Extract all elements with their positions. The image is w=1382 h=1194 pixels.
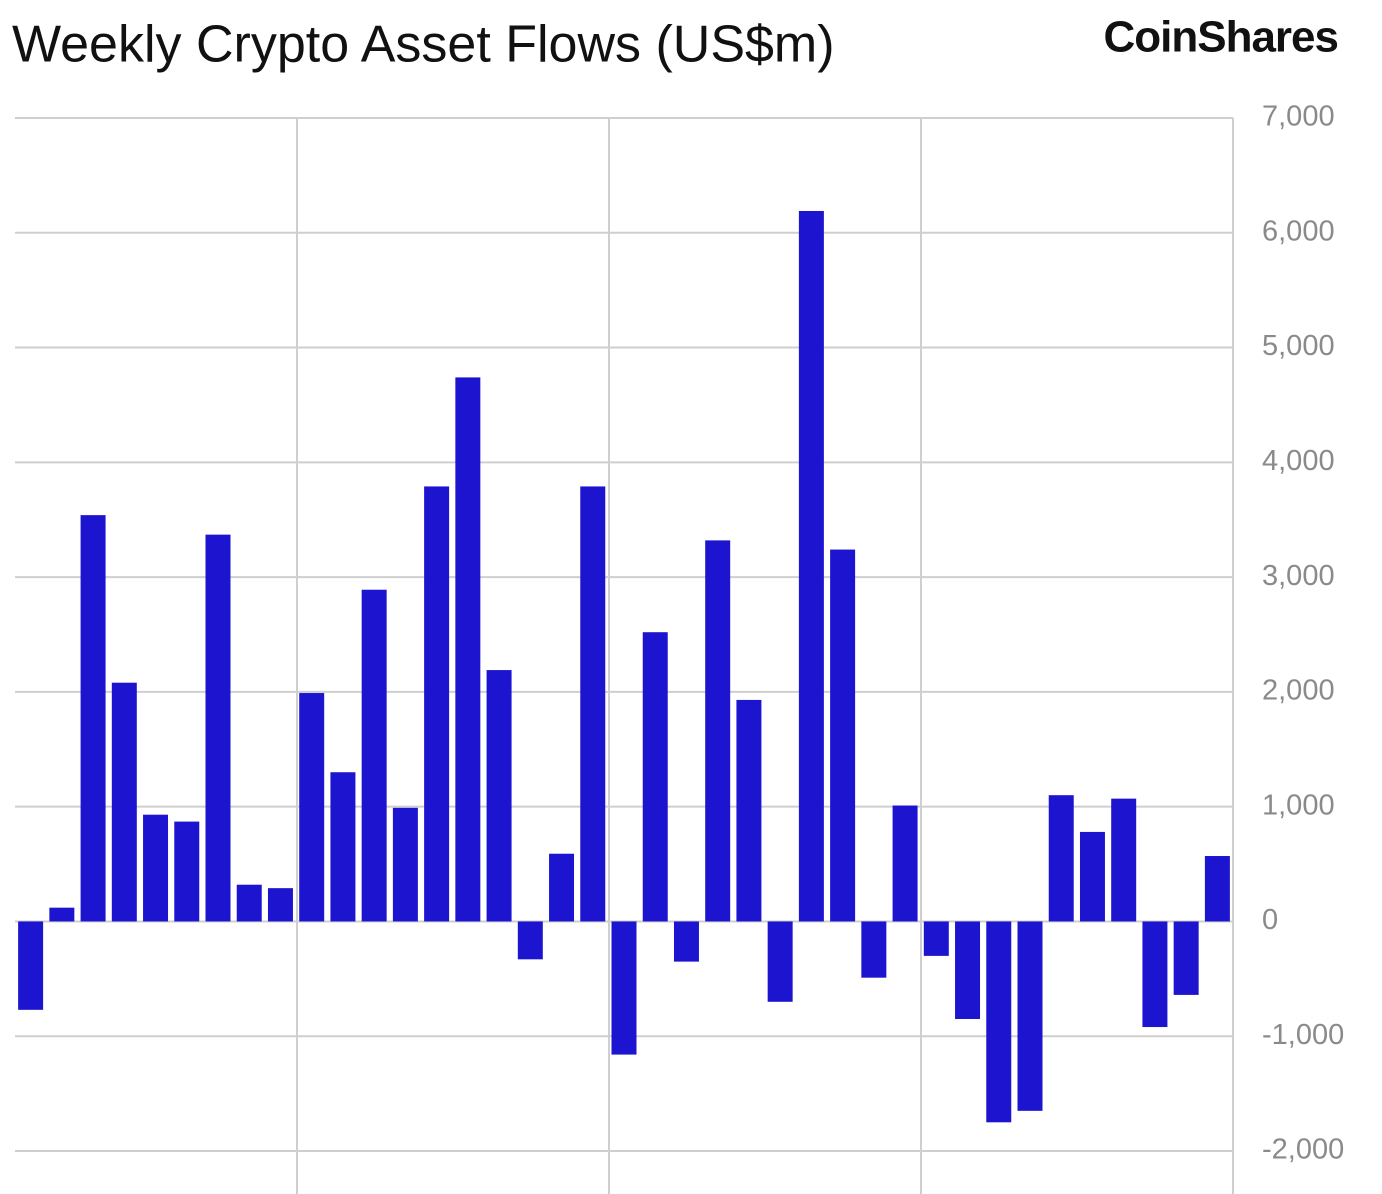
bar bbox=[580, 486, 606, 922]
y-tick-label: 0 bbox=[1262, 904, 1278, 936]
bar bbox=[111, 682, 137, 922]
y-tick-label: -2,000 bbox=[1262, 1134, 1344, 1166]
bar bbox=[236, 884, 262, 922]
brand: CoinShares bbox=[1103, 13, 1338, 62]
y-tick-label: 5,000 bbox=[1262, 330, 1335, 362]
bar bbox=[673, 921, 699, 962]
bar bbox=[267, 888, 293, 922]
bar bbox=[549, 853, 575, 922]
bar bbox=[1111, 798, 1137, 922]
bar bbox=[955, 921, 981, 1020]
bar bbox=[80, 515, 106, 922]
bar bbox=[174, 821, 200, 922]
bar bbox=[330, 772, 356, 922]
bar bbox=[1017, 921, 1043, 1111]
bar bbox=[49, 907, 75, 922]
bar bbox=[642, 632, 668, 922]
y-tick-label: 2,000 bbox=[1262, 675, 1335, 707]
y-tick-label: 4,000 bbox=[1262, 445, 1335, 477]
bar bbox=[143, 814, 169, 922]
chart-title: Weekly Crypto Asset Flows (US$m) bbox=[12, 16, 835, 74]
bar bbox=[892, 805, 918, 922]
bar bbox=[517, 921, 543, 960]
bar bbox=[392, 807, 418, 922]
bar bbox=[361, 589, 387, 922]
bar bbox=[861, 921, 887, 978]
bar bbox=[611, 921, 637, 1055]
bar bbox=[923, 921, 949, 956]
bar bbox=[299, 693, 325, 922]
bar bbox=[18, 921, 44, 1010]
y-tick-label: 7,000 bbox=[1262, 101, 1335, 133]
bar bbox=[1173, 921, 1199, 995]
bar bbox=[205, 534, 231, 922]
bar bbox=[986, 921, 1012, 1123]
bar bbox=[424, 486, 450, 922]
bar bbox=[767, 921, 793, 1002]
bar bbox=[1204, 856, 1230, 922]
bar bbox=[1048, 795, 1074, 922]
bar bbox=[705, 540, 731, 922]
bar bbox=[1142, 921, 1168, 1028]
bar bbox=[486, 670, 512, 922]
bar bbox=[1079, 831, 1105, 922]
y-tick-label: -1,000 bbox=[1262, 1019, 1344, 1051]
y-tick-label: 1,000 bbox=[1262, 789, 1335, 821]
y-tick-label: 3,000 bbox=[1262, 560, 1335, 592]
y-tick-label: 6,000 bbox=[1262, 215, 1335, 247]
bar bbox=[798, 210, 824, 922]
bar bbox=[455, 377, 481, 922]
bar bbox=[830, 549, 856, 922]
bar bbox=[736, 699, 762, 922]
